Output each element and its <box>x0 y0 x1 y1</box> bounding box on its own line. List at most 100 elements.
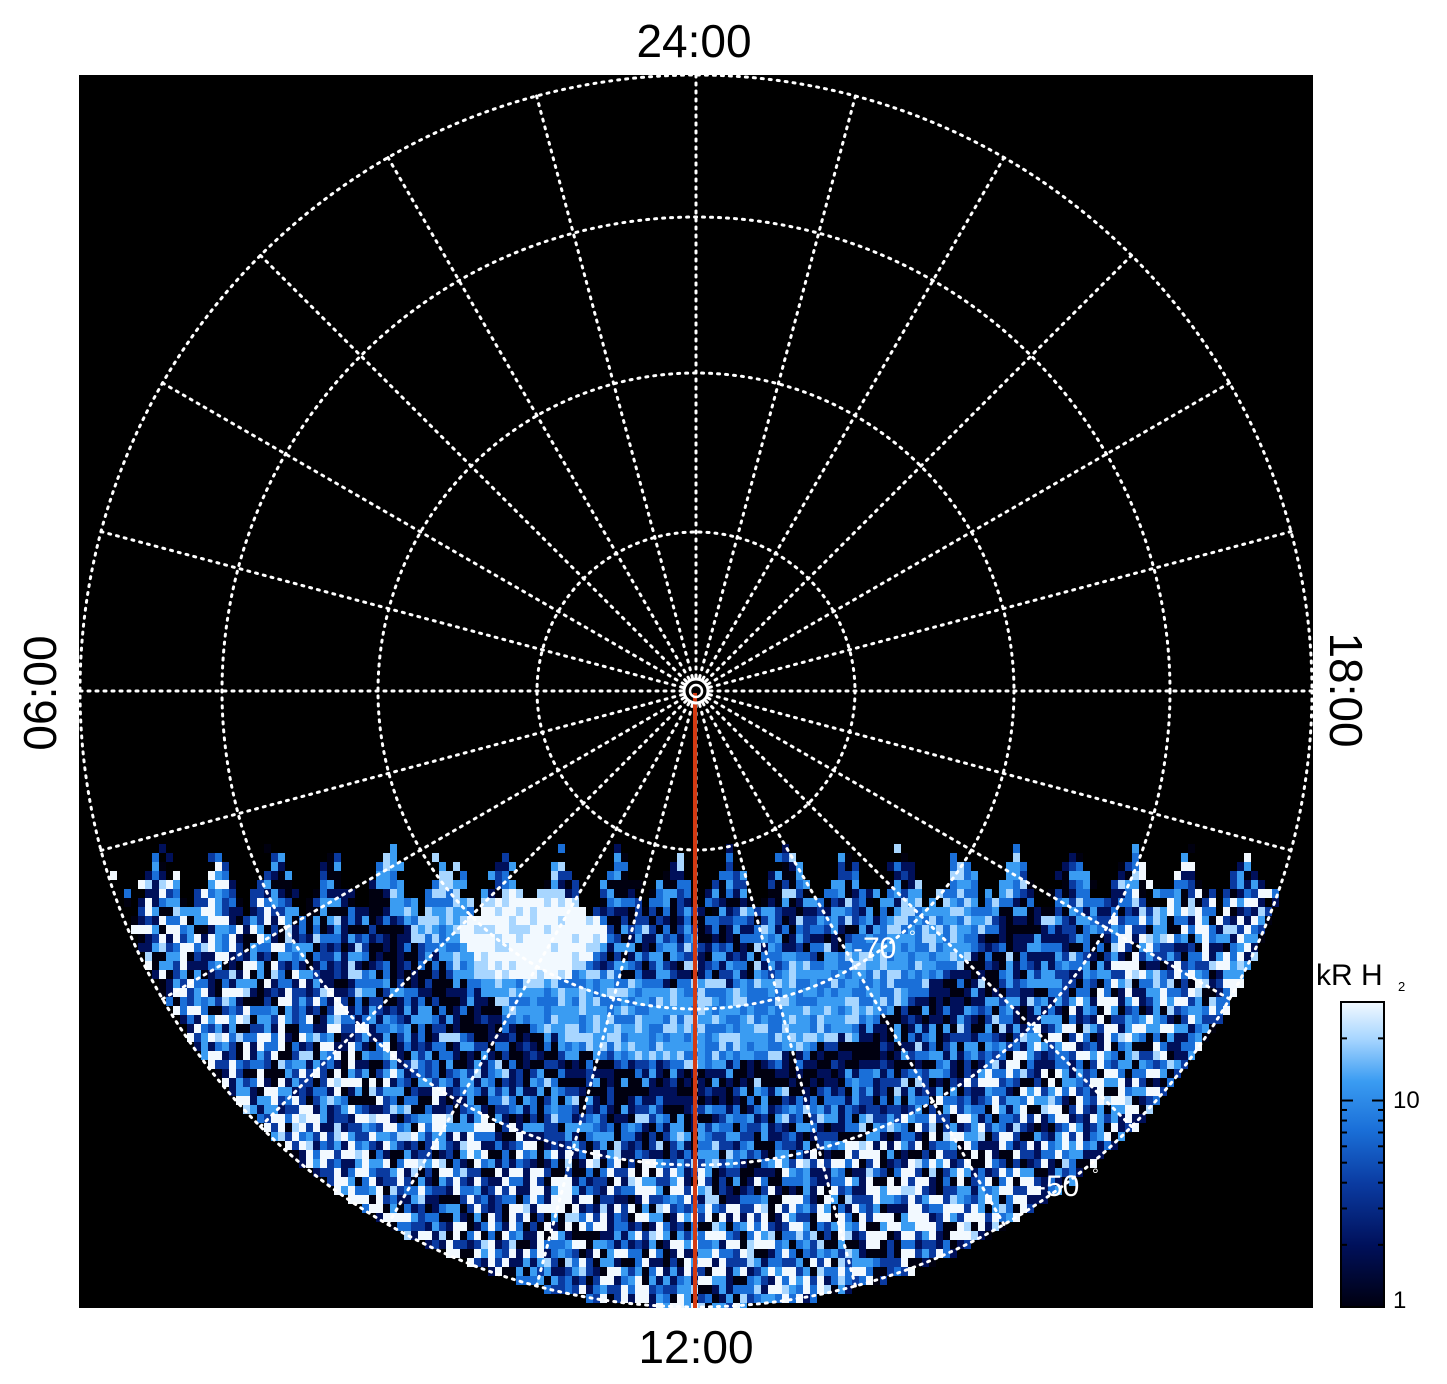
heatmap-cell <box>852 1051 859 1060</box>
heatmap-cell <box>439 862 446 871</box>
heatmap-cell <box>1104 1087 1111 1096</box>
heatmap-cell <box>257 1069 264 1078</box>
heatmap-cell <box>502 1033 509 1042</box>
heatmap-cell <box>1013 943 1020 952</box>
heatmap-cell <box>1020 943 1027 952</box>
heatmap-cell <box>600 970 607 979</box>
heatmap-cell <box>215 1024 222 1033</box>
heatmap-cell <box>1062 979 1069 988</box>
heatmap-cell <box>369 1024 376 1033</box>
heatmap-cell <box>509 1114 516 1123</box>
heatmap-cell <box>565 1015 572 1024</box>
heatmap-cell <box>341 952 348 961</box>
heatmap-cell <box>425 1114 432 1123</box>
heatmap-cell <box>453 1186 460 1195</box>
heatmap-cell <box>1020 1060 1027 1069</box>
heatmap-cell <box>1020 907 1027 916</box>
heatmap-cell <box>1174 1069 1181 1078</box>
heatmap-cell <box>845 1042 852 1051</box>
heatmap-cell <box>614 997 621 1006</box>
heatmap-cell <box>537 1051 544 1060</box>
heatmap-cell <box>1027 907 1034 916</box>
heatmap-cell <box>208 853 215 862</box>
heatmap-cell <box>278 871 285 880</box>
heatmap-cell <box>222 934 229 943</box>
heatmap-cell <box>446 1177 453 1186</box>
heatmap-cell <box>425 934 432 943</box>
heatmap-cell <box>236 1015 243 1024</box>
heatmap-cell <box>327 1105 334 1114</box>
heatmap-cell <box>488 1024 495 1033</box>
heatmap-cell <box>215 898 222 907</box>
heatmap-cell <box>971 1060 978 1069</box>
heatmap-cell <box>565 1060 572 1069</box>
heatmap-cell <box>950 997 957 1006</box>
heatmap-cell <box>677 925 684 934</box>
heatmap-cell <box>775 1105 782 1114</box>
heatmap-cell <box>299 970 306 979</box>
heatmap-cell <box>369 1141 376 1150</box>
heatmap-cell <box>208 916 215 925</box>
heatmap-cell <box>803 898 810 907</box>
heatmap-cell <box>1209 907 1216 916</box>
heatmap-cell <box>488 1168 495 1177</box>
heatmap-cell <box>264 1033 271 1042</box>
heatmap-cell <box>740 1186 747 1195</box>
heatmap-cell <box>866 925 873 934</box>
heatmap-cell <box>229 961 236 970</box>
heatmap-cell <box>719 952 726 961</box>
heatmap-cell <box>635 1114 642 1123</box>
heatmap-cell <box>1062 925 1069 934</box>
heatmap-cell <box>1041 1114 1048 1123</box>
heatmap-cell <box>390 1123 397 1132</box>
heatmap-cell <box>1062 1141 1069 1150</box>
heatmap-cell <box>971 979 978 988</box>
heatmap-cell <box>852 889 859 898</box>
heatmap-cell <box>950 871 957 880</box>
heatmap-cell <box>943 1159 950 1168</box>
heatmap-cell <box>460 880 467 889</box>
heatmap-cell <box>537 961 544 970</box>
heatmap-cell <box>824 1051 831 1060</box>
heatmap-cell <box>341 1168 348 1177</box>
heatmap-cell <box>901 1159 908 1168</box>
heatmap-cell <box>978 925 985 934</box>
heatmap-cell <box>558 970 565 979</box>
heatmap-cell <box>663 943 670 952</box>
heatmap-cell <box>880 1159 887 1168</box>
heatmap-cell <box>1174 997 1181 1006</box>
heatmap-cell <box>453 1087 460 1096</box>
heatmap-cell <box>887 997 894 1006</box>
heatmap-cell <box>866 934 873 943</box>
heatmap-cell <box>831 1024 838 1033</box>
heatmap-cell <box>726 907 733 916</box>
heatmap-cell <box>684 988 691 997</box>
heatmap-cell <box>901 889 908 898</box>
heatmap-cell <box>796 1132 803 1141</box>
heatmap-cell <box>565 961 572 970</box>
heatmap-cell <box>698 907 705 916</box>
heatmap-cell <box>551 1042 558 1051</box>
heatmap-cell <box>215 970 222 979</box>
heatmap-cell <box>558 988 565 997</box>
heatmap-cell <box>572 1033 579 1042</box>
heatmap-cell <box>908 1141 915 1150</box>
heatmap-cell <box>712 1186 719 1195</box>
heatmap-cell <box>922 1114 929 1123</box>
heatmap-cell <box>432 1033 439 1042</box>
heatmap-cell <box>943 970 950 979</box>
heatmap-cell <box>1118 907 1125 916</box>
heatmap-cell <box>859 1087 866 1096</box>
heatmap-cell <box>796 889 803 898</box>
heatmap-cell <box>894 916 901 925</box>
heatmap-cell <box>544 880 551 889</box>
heatmap-cell <box>915 1096 922 1105</box>
heatmap-cell <box>866 997 873 1006</box>
heatmap-cell <box>901 979 908 988</box>
heatmap-cell <box>243 979 250 988</box>
heatmap-cell <box>341 1123 348 1132</box>
heatmap-cell <box>649 979 656 988</box>
heatmap-cell <box>852 1078 859 1087</box>
heatmap-cell <box>1132 889 1139 898</box>
heatmap-cell <box>992 970 999 979</box>
